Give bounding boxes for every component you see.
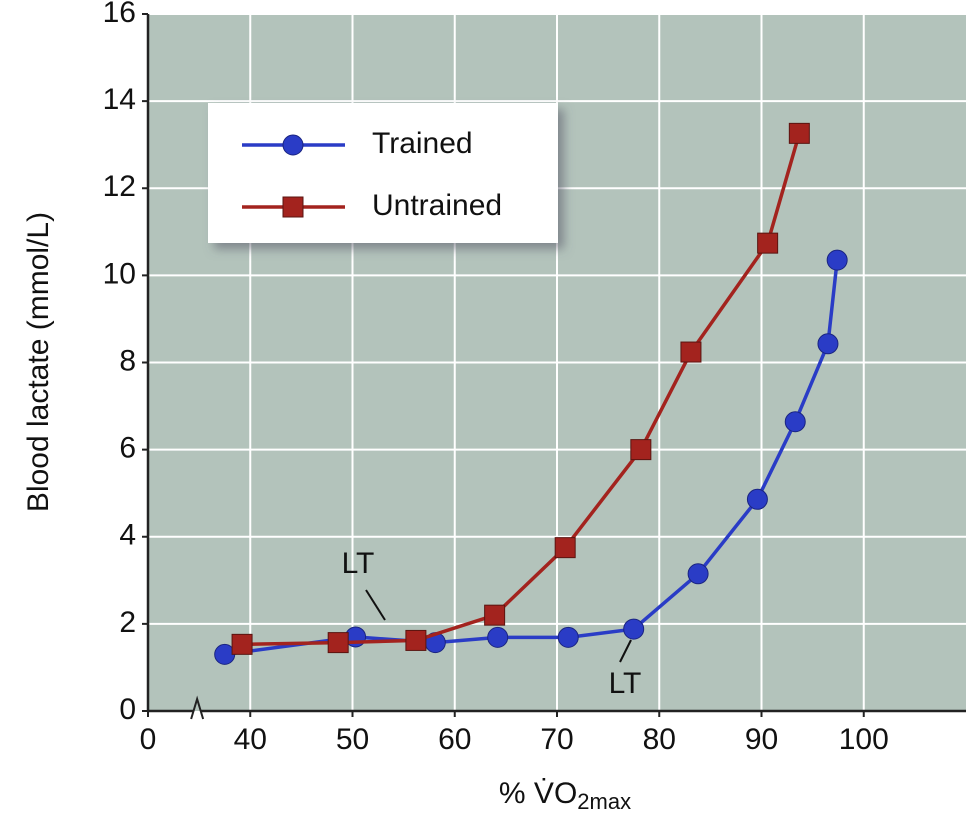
x-tick-label: 40 xyxy=(234,723,267,756)
axis-break xyxy=(190,695,205,720)
x-tick-label: 80 xyxy=(643,723,676,756)
annotation: LT xyxy=(342,547,375,580)
y-tick-label: 14 xyxy=(103,83,136,116)
marker xyxy=(687,563,709,585)
marker xyxy=(784,411,806,433)
y-tick-label: 10 xyxy=(103,257,136,290)
annotation-leader xyxy=(619,639,632,663)
x-tick-label: 90 xyxy=(745,723,778,756)
marker xyxy=(817,333,839,355)
annotation: LT xyxy=(609,667,642,700)
x-tick-label: 70 xyxy=(540,723,573,756)
marker xyxy=(826,249,848,271)
y-tick-label: 4 xyxy=(119,519,136,552)
marker xyxy=(757,232,779,254)
annotation-leader xyxy=(365,589,386,621)
marker xyxy=(680,341,702,363)
marker xyxy=(405,629,427,651)
x-label-sub: 2max xyxy=(577,789,631,814)
marker xyxy=(623,618,645,640)
marker xyxy=(487,626,509,648)
legend-label: Untrained xyxy=(372,189,502,222)
marker xyxy=(557,626,579,648)
y-tick-label: 12 xyxy=(103,170,136,203)
y-tick-label: 6 xyxy=(119,432,136,465)
x-label-main: % V̇O xyxy=(499,777,577,810)
y-tick-label: 0 xyxy=(119,693,136,726)
y-tick-label: 8 xyxy=(119,344,136,377)
x-axis-label: % V̇O2max xyxy=(499,777,631,814)
legend-label: Trained xyxy=(372,127,473,160)
y-tick-label: 16 xyxy=(103,0,136,29)
x-tick-label: 100 xyxy=(839,723,889,756)
marker xyxy=(327,632,349,654)
x-tick-label: 50 xyxy=(336,723,369,756)
marker xyxy=(484,604,506,626)
marker xyxy=(788,122,810,144)
y-axis-label: Blood lactate (mmol/L) xyxy=(22,212,55,512)
marker xyxy=(630,439,652,461)
legend-marker xyxy=(282,196,304,218)
y-tick-label: 2 xyxy=(119,606,136,639)
marker xyxy=(231,633,253,655)
marker xyxy=(554,537,576,559)
x-tick-label: 0 xyxy=(140,723,157,756)
marker xyxy=(746,488,768,510)
legend-box xyxy=(208,103,558,243)
legend-marker xyxy=(282,134,304,156)
x-tick-label: 60 xyxy=(438,723,471,756)
